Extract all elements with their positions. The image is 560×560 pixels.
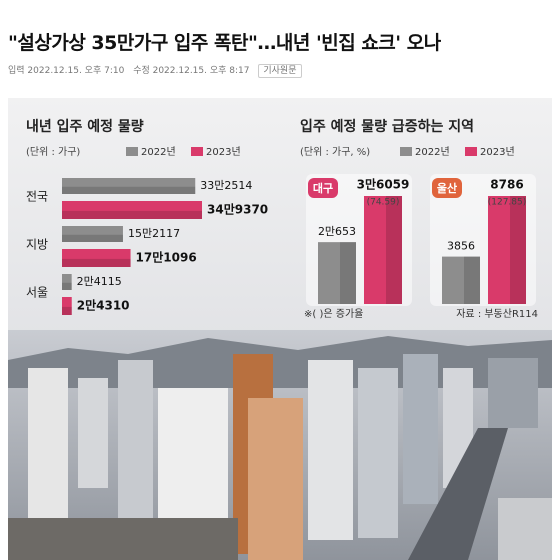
bar	[62, 297, 72, 315]
legend-label: 2022년	[415, 146, 450, 158]
legend-label: 2022년	[141, 146, 176, 158]
bar	[62, 226, 123, 242]
legend-label: 2023년	[480, 146, 515, 158]
growth-label: (127.85)	[488, 198, 527, 208]
original-button[interactable]: 기사원문	[258, 64, 302, 78]
bar	[442, 256, 480, 304]
bar-shade	[386, 196, 402, 304]
bar	[62, 274, 72, 290]
bar	[488, 196, 526, 304]
unit: (단위 : 가구)	[26, 145, 80, 158]
value-label: 34만9370	[207, 202, 268, 217]
badge-label: 울산	[437, 181, 457, 195]
bar-shade	[464, 256, 480, 304]
bar-shade	[62, 258, 131, 267]
value-label: 2만4115	[77, 275, 122, 288]
headline: "설상가상 35만가구 입주 폭탄"…내년 '빈집 쇼크' 오나	[8, 32, 441, 54]
meta: 입력 2022.12.15. 오후 7:10 수정 2022.12.15. 오후…	[8, 63, 308, 78]
note: ※( )은 증가율	[304, 308, 363, 320]
published: 입력 2022.12.15. 오후 7:10	[8, 66, 125, 76]
legend-label: 2023년	[206, 146, 241, 158]
value-label: 3856	[447, 240, 475, 253]
bar-shade	[62, 306, 72, 315]
modified: 수정 2022.12.15. 오후 8:17	[133, 66, 250, 76]
legend-swatch	[465, 147, 477, 156]
bar-shade	[340, 242, 356, 304]
photo	[8, 330, 552, 560]
badge-label: 대구	[313, 181, 333, 195]
chart-title: 내년 입주 예정 물량	[26, 118, 144, 135]
legend-swatch	[400, 147, 412, 156]
legend-swatch	[191, 147, 203, 156]
badge	[308, 178, 338, 198]
bar	[318, 242, 356, 304]
badge	[432, 178, 462, 198]
value-label: 33만2514	[200, 179, 252, 192]
category-label: 전국	[26, 190, 48, 204]
category-label: 지방	[26, 238, 48, 252]
value-label: 2만4310	[77, 298, 130, 313]
value-label: 15만2117	[128, 227, 180, 240]
legend-swatch	[126, 147, 138, 156]
bar-shade	[62, 234, 123, 242]
unit: (단위 : 가구, %)	[300, 145, 370, 158]
value-label: 3만6059	[357, 177, 410, 192]
chart-title: 입주 예정 물량 급증하는 지역	[300, 118, 474, 135]
source: 자료 : 부동산R114	[456, 308, 538, 320]
growth-label: (74.59)	[367, 198, 400, 208]
bar	[62, 178, 196, 194]
bar	[62, 249, 131, 267]
bar	[364, 196, 402, 304]
bar-shade	[62, 186, 196, 194]
bar-shade	[510, 196, 526, 304]
category-label: 서울	[26, 286, 48, 300]
value-label: 8786	[490, 178, 523, 192]
bar	[62, 201, 202, 219]
bar-shade	[62, 282, 72, 290]
value-label: 2만653	[318, 225, 356, 238]
value-label: 17만1096	[136, 250, 197, 265]
bar-shade	[62, 210, 202, 219]
